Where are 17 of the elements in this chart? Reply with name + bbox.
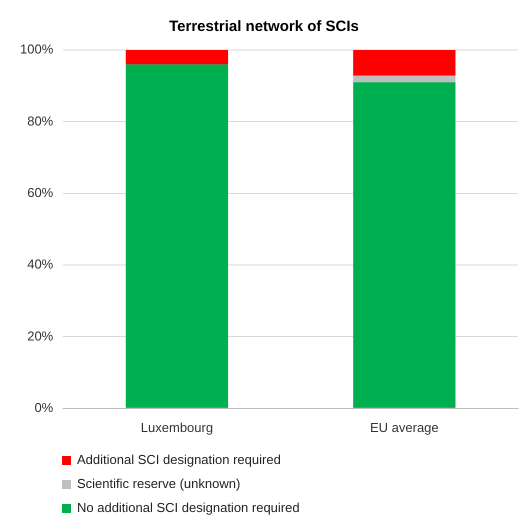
bar: [126, 50, 228, 64]
y-tick-label: 60%: [27, 184, 54, 200]
y-tick-label: 80%: [27, 113, 54, 128]
chart-title: Terrestrial network of SCIs: [169, 18, 359, 36]
y-tick-label: 20%: [27, 328, 54, 344]
y-tick-label: 0%: [34, 400, 54, 415]
legend-label: Scientific reserve (unknown): [77, 475, 240, 493]
legend-label: Additional SCI designation required: [77, 451, 281, 469]
bar: [126, 64, 228, 408]
legend-label: No additional SCI designation required: [77, 499, 300, 517]
y-tick-label: 100%: [20, 42, 54, 57]
bar: [353, 82, 456, 408]
x-tick-label: EU average: [370, 420, 439, 435]
bar: [353, 76, 456, 82]
y-tick-label: 40%: [27, 256, 54, 272]
x-tick-label: Luxembourg: [140, 420, 214, 435]
bar: [353, 50, 456, 76]
